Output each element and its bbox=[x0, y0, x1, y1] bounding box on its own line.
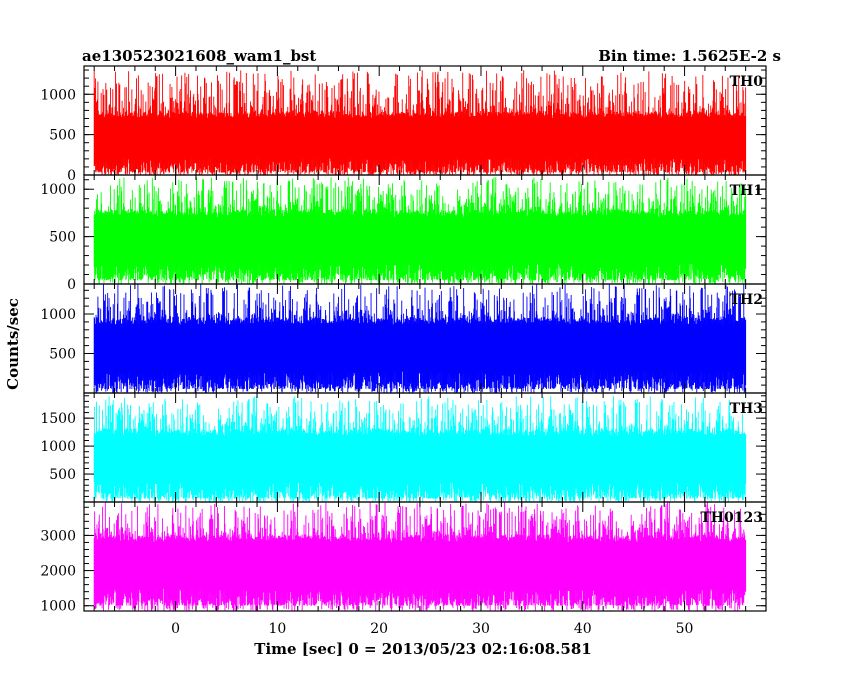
y-tick-label: 500 bbox=[49, 230, 76, 246]
y-tick-label: 3000 bbox=[40, 528, 76, 544]
x-tick-label: 30 bbox=[472, 621, 490, 637]
y-tick-label: 1500 bbox=[40, 411, 76, 427]
chart-title: ae130523021608_wam1_bst bbox=[82, 47, 316, 65]
y-tick-label: 1000 bbox=[40, 87, 76, 103]
y-tick-label: 500 bbox=[49, 128, 76, 144]
panel-label-th2: TH2 bbox=[730, 292, 763, 308]
panel-label-th3: TH3 bbox=[730, 401, 763, 417]
series-line-th3 bbox=[93, 396, 747, 502]
y-tick-label: 500 bbox=[49, 347, 76, 363]
panel-label-th1: TH1 bbox=[730, 183, 763, 199]
panel-th0: 0 500 1000 TH0 bbox=[40, 65, 767, 184]
series-line-th0123 bbox=[93, 502, 747, 611]
y-tick-label: 1000 bbox=[40, 599, 76, 615]
panel-label-th0123: TH0123 bbox=[700, 510, 763, 526]
y-tick-label: 1000 bbox=[40, 182, 76, 198]
panel-th3: 500 1000 1500 TH3 bbox=[40, 392, 767, 503]
series-line-th0 bbox=[93, 70, 747, 175]
y-tick-label: 1000 bbox=[40, 307, 76, 323]
series-line-th1 bbox=[93, 176, 747, 284]
x-tick-label: 10 bbox=[268, 621, 286, 637]
series-line-th2 bbox=[93, 284, 747, 393]
y-tick-label: 2000 bbox=[40, 564, 76, 580]
y-tick-label: 0 bbox=[67, 168, 76, 184]
panel-th1: 0 500 1000 TH1 bbox=[40, 174, 767, 293]
x-tick-label: 0 bbox=[171, 621, 180, 637]
y-tick-label: 0 bbox=[67, 277, 76, 293]
x-axis-label: Time [sec] 0 = 2013/05/23 02:16:08.581 bbox=[254, 640, 591, 658]
panel-label-th0: TH0 bbox=[730, 74, 764, 90]
panel-th2: 500 1000 TH2 bbox=[40, 283, 767, 394]
bin-time-label: Bin time: 1.5625E-2 s bbox=[598, 47, 781, 65]
y-tick-label: 1000 bbox=[40, 439, 76, 455]
panel-th0123: 1000 2000 3000 TH0123 bbox=[40, 501, 767, 615]
y-tick-label: 500 bbox=[49, 467, 76, 483]
x-tick-label: 40 bbox=[574, 621, 592, 637]
x-tick-label: 20 bbox=[370, 621, 388, 637]
y-axis-label: Counts/sec bbox=[4, 298, 22, 390]
x-tick-label: 50 bbox=[676, 621, 694, 637]
